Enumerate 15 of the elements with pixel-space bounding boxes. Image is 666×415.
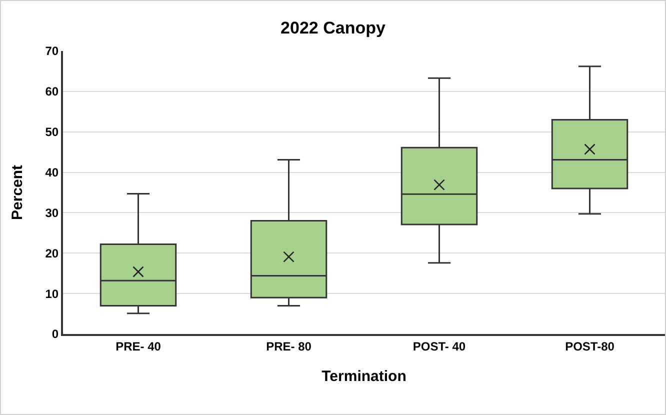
y-tick-label: 50 bbox=[45, 125, 59, 140]
y-axis-title: Percent bbox=[9, 164, 26, 220]
y-tick-label: 10 bbox=[45, 286, 59, 301]
y-tick-label: 70 bbox=[45, 44, 59, 58]
y-tick-label: 40 bbox=[45, 165, 59, 180]
y-tick-label: 20 bbox=[45, 246, 59, 260]
x-tick-label: PRE- 80 bbox=[266, 339, 312, 354]
x-tick-label: POST-80 bbox=[565, 339, 615, 354]
x-tick-label: POST- 40 bbox=[412, 339, 466, 354]
chart-title: 2022 Canopy bbox=[280, 18, 386, 38]
x-axis-title: Termination bbox=[322, 368, 406, 385]
y-tick-label: 60 bbox=[45, 84, 59, 99]
y-tick-label: 0 bbox=[52, 327, 59, 342]
y-tick-label: 30 bbox=[45, 206, 59, 220]
x-tick-label: PRE- 40 bbox=[116, 339, 162, 354]
